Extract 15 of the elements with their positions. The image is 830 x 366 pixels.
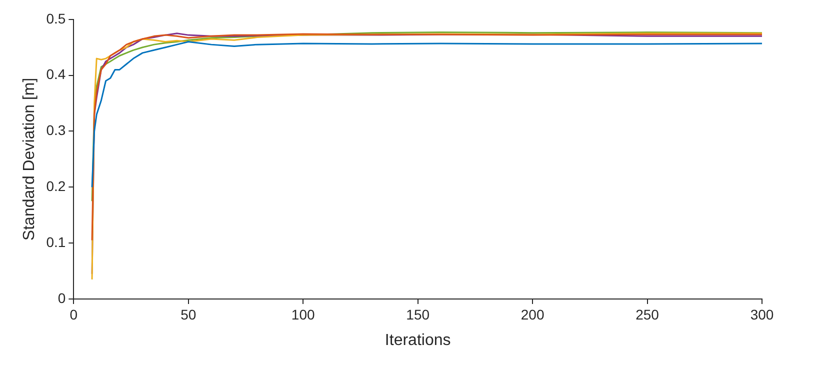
x-tick-label: 200 xyxy=(520,306,544,322)
x-axis-title: Iterations xyxy=(384,332,451,349)
y-tick-label: 0.3 xyxy=(46,122,66,138)
x-tick-label: 300 xyxy=(750,306,774,322)
y-tick-label: 0 xyxy=(58,290,66,306)
x-tick-label: 0 xyxy=(70,306,78,322)
y-tick-label: 0.1 xyxy=(46,234,66,250)
y-tick-label: 0.5 xyxy=(46,10,66,26)
y-tick-label: 0.2 xyxy=(46,178,66,194)
y-axis-title: Standard Deviation [m] xyxy=(21,78,38,241)
x-tick-label: 100 xyxy=(291,306,315,322)
y-tick-label: 0.4 xyxy=(46,66,66,82)
x-tick-label: 250 xyxy=(636,306,660,322)
x-tick-label: 150 xyxy=(406,306,430,322)
x-tick-label: 50 xyxy=(180,306,196,322)
